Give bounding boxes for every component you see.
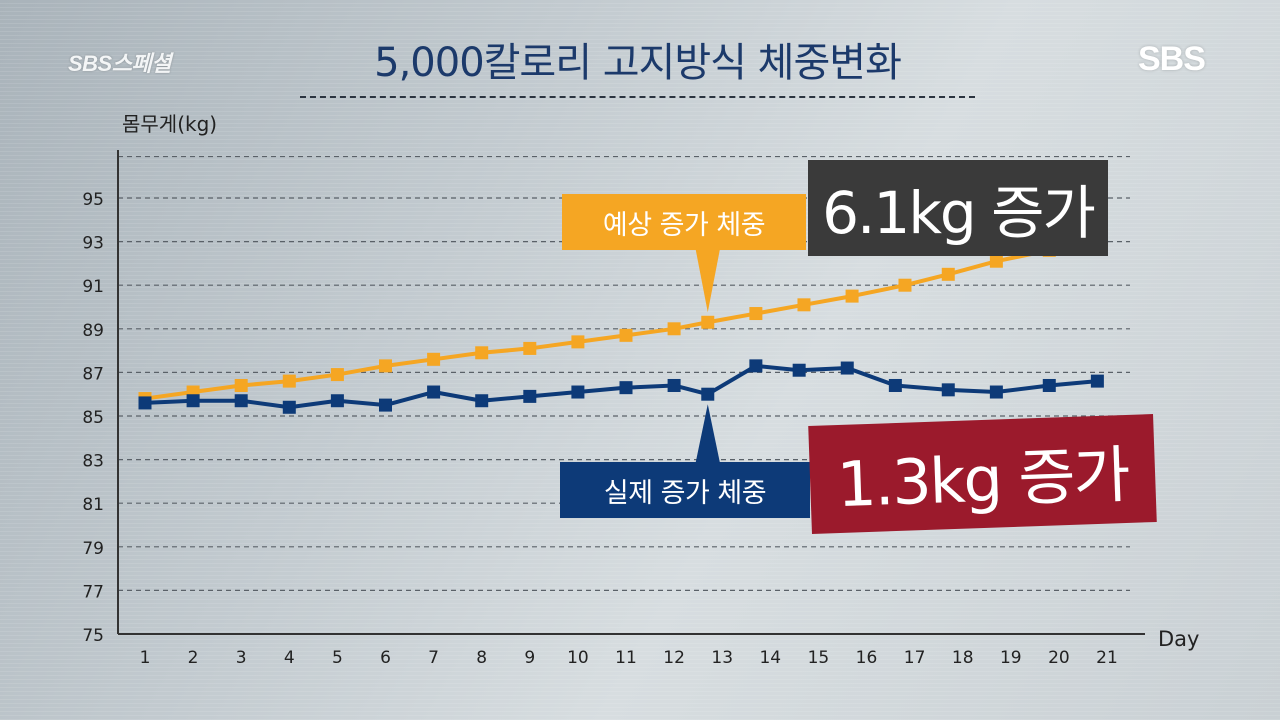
y-tick-label: 85 <box>82 408 104 428</box>
expected-weight-gain-value: 6.1kg 증가 <box>808 160 1108 256</box>
x-tick-labels: 1 2 3 4 5 6 7 8 9 10 11 12 13 14 15 16 17 18 19 20 21 <box>140 648 1118 668</box>
x-tick-label: 13 <box>711 648 733 668</box>
y-tick-label: 77 <box>82 582 104 602</box>
data-point <box>941 267 955 281</box>
data-point <box>379 359 392 373</box>
x-tick-label: 21 <box>1096 648 1118 668</box>
data-point <box>840 361 854 375</box>
data-point <box>989 385 1003 399</box>
data-point <box>941 383 955 397</box>
y-tick-label: 89 <box>82 321 104 341</box>
x-tick-label: 15 <box>808 648 830 668</box>
data-point <box>701 387 715 401</box>
x-tick-label: 4 <box>284 648 295 668</box>
data-point <box>667 378 681 392</box>
actual-weight-gain-value: 1.3kg 증가 <box>808 414 1157 534</box>
data-point <box>797 298 811 312</box>
data-point <box>898 278 912 292</box>
data-point <box>282 400 296 414</box>
x-tick-label: 16 <box>856 648 878 668</box>
data-point <box>523 341 537 355</box>
data-point <box>792 363 806 377</box>
y-tick-label: 83 <box>82 452 104 472</box>
data-point <box>619 328 633 342</box>
data-point <box>234 394 248 408</box>
x-tick-label: 14 <box>759 648 781 668</box>
axes <box>117 150 1145 635</box>
title-divider <box>300 96 975 98</box>
x-tick-label: 18 <box>952 648 974 668</box>
x-axis-label: Day <box>1158 627 1199 651</box>
data-point <box>845 289 859 303</box>
x-tick-label: 19 <box>1000 648 1022 668</box>
x-tick-label: 20 <box>1048 648 1070 668</box>
x-tick-label: 17 <box>904 648 926 668</box>
x-tick-label: 9 <box>524 648 535 668</box>
data-point <box>282 374 296 388</box>
sbs-logo: SBS <box>1138 40 1206 78</box>
y-tick-labels: 75 77 79 81 83 85 87 89 91 93 95 <box>82 190 104 646</box>
data-point <box>330 368 344 382</box>
data-point <box>749 307 763 321</box>
y-axis-label: 몸무게(kg) <box>122 112 217 136</box>
chart-title: 5,000칼로리 고지방식 체중변화 <box>374 40 902 86</box>
y-tick-label: 81 <box>82 495 104 515</box>
data-point <box>619 381 633 395</box>
data-point <box>1042 378 1056 392</box>
x-tick-label: 10 <box>567 648 589 668</box>
data-point <box>427 352 441 366</box>
data-point <box>138 396 152 410</box>
y-tick-label: 91 <box>82 277 104 297</box>
x-tick-label: 8 <box>476 648 487 668</box>
data-point <box>888 378 902 392</box>
data-point <box>571 335 585 349</box>
y-tick-label: 75 <box>82 626 104 646</box>
data-point <box>475 394 489 408</box>
data-point <box>667 322 681 336</box>
data-point <box>186 394 200 408</box>
sbs-special-logo: SBS스페셜 <box>68 51 171 76</box>
actual-weight-callout-label: 실제 증가 체중 <box>560 462 810 518</box>
data-point <box>523 389 537 403</box>
x-tick-label: 5 <box>332 648 343 668</box>
x-tick-label: 2 <box>188 648 199 668</box>
data-point <box>379 398 392 412</box>
x-tick-label: 6 <box>380 648 391 668</box>
series-lines <box>138 232 1104 414</box>
data-point <box>475 346 489 360</box>
data-point <box>234 378 248 392</box>
x-tick-label: 1 <box>140 648 151 668</box>
callout-pointer-1 <box>695 404 720 462</box>
y-tick-label: 93 <box>82 234 104 254</box>
y-tick-label: 95 <box>82 190 104 210</box>
expected-weight-callout-label: 예상 증가 체중 <box>562 194 806 250</box>
data-point <box>427 385 441 399</box>
x-tick-label: 3 <box>236 648 247 668</box>
x-tick-label: 11 <box>615 648 637 668</box>
data-point <box>749 359 763 373</box>
data-point <box>1090 374 1104 388</box>
data-point <box>701 315 715 329</box>
x-tick-label: 12 <box>663 648 685 668</box>
data-point <box>571 385 585 399</box>
callout-pointers <box>695 250 720 462</box>
y-tick-label: 79 <box>82 539 104 559</box>
callout-pointer-0 <box>695 250 720 313</box>
data-point <box>989 254 1003 268</box>
y-tick-label: 87 <box>82 364 104 384</box>
data-point <box>330 394 344 408</box>
x-tick-label: 7 <box>428 648 439 668</box>
